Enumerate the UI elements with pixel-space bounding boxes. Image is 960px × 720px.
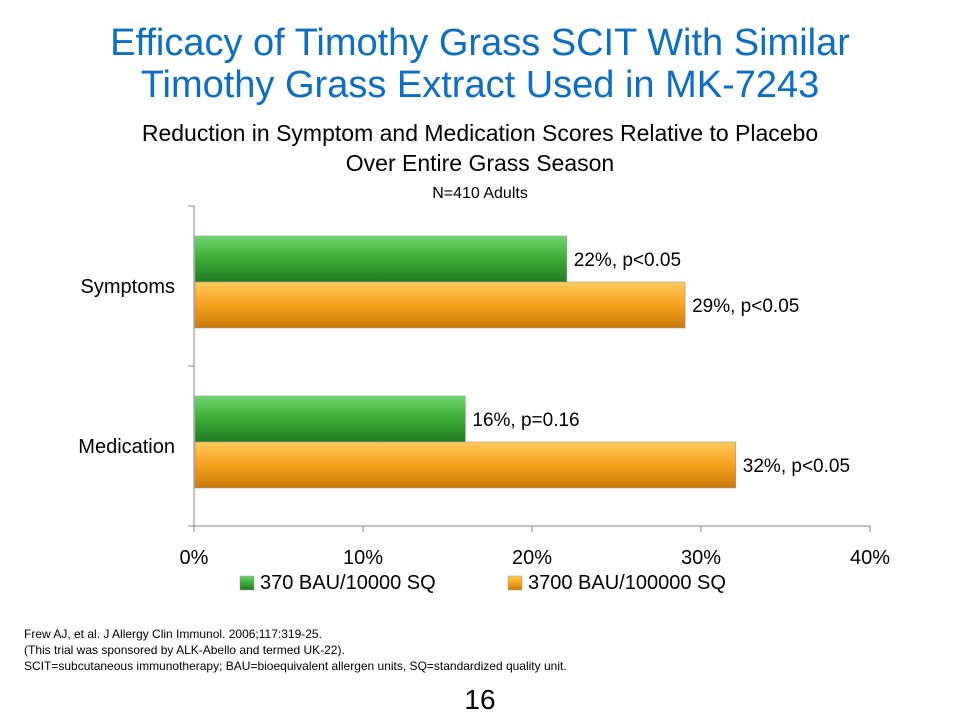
legend-swatch bbox=[507, 575, 523, 591]
bar-chart: 0% 10% 20% 30% 40% Symptoms 22%, p<0.05 29%, p<… bbox=[78, 205, 890, 594]
legend-label: 370 BAU/10000 SQ bbox=[260, 572, 436, 594]
data-label: 22%, p<0.05 bbox=[574, 250, 681, 271]
subtitle-line-1: Reduction in Symptom and Medication Scor… bbox=[141, 120, 819, 146]
x-tick-label: 30% bbox=[681, 547, 721, 569]
data-label: 32%, p<0.05 bbox=[743, 456, 850, 477]
x-tick-label: 0% bbox=[180, 547, 209, 569]
legend-label: 3700 BAU/100000 SQ bbox=[528, 572, 726, 594]
bar-1 bbox=[194, 281, 686, 329]
sample-size-label: N=410 Adults bbox=[432, 185, 528, 202]
subtitle-line-2: Over Entire Grass Season bbox=[345, 150, 615, 176]
bar-1 bbox=[194, 441, 737, 489]
title-line-1: Efficacy of Timothy Grass SCIT With Simi… bbox=[110, 22, 850, 64]
slide-title: Efficacy of Timothy Grass SCIT With Simi… bbox=[0, 22, 960, 106]
x-tick-label: 20% bbox=[512, 547, 552, 569]
slide-number: 16 bbox=[464, 684, 496, 715]
data-label: 16%, p=0.16 bbox=[472, 410, 579, 431]
chart-subtitle: Reduction in Symptom and Medication Scor… bbox=[0, 118, 960, 178]
bar-0 bbox=[194, 235, 568, 283]
x-tick-label: 40% bbox=[850, 547, 890, 569]
data-label: 29%, p<0.05 bbox=[692, 296, 799, 317]
footnote: Frew AJ, et al. J Allergy Clin Immunol. … bbox=[24, 626, 567, 674]
legend-swatch bbox=[239, 575, 255, 591]
category-label: Symptoms bbox=[81, 276, 175, 298]
footnote-line: SCIT=subcutaneous immunotherapy; BAU=bio… bbox=[24, 659, 567, 673]
category-label: Medication bbox=[78, 436, 175, 458]
bar-0 bbox=[194, 395, 466, 443]
x-tick-label: 10% bbox=[343, 547, 383, 569]
footnote-line: Frew AJ, et al. J Allergy Clin Immunol. … bbox=[24, 627, 322, 641]
title-line-2: Timothy Grass Extract Used in MK-7243 bbox=[140, 64, 820, 106]
footnote-line: (This trial was sponsored by ALK-Abello … bbox=[24, 643, 345, 657]
